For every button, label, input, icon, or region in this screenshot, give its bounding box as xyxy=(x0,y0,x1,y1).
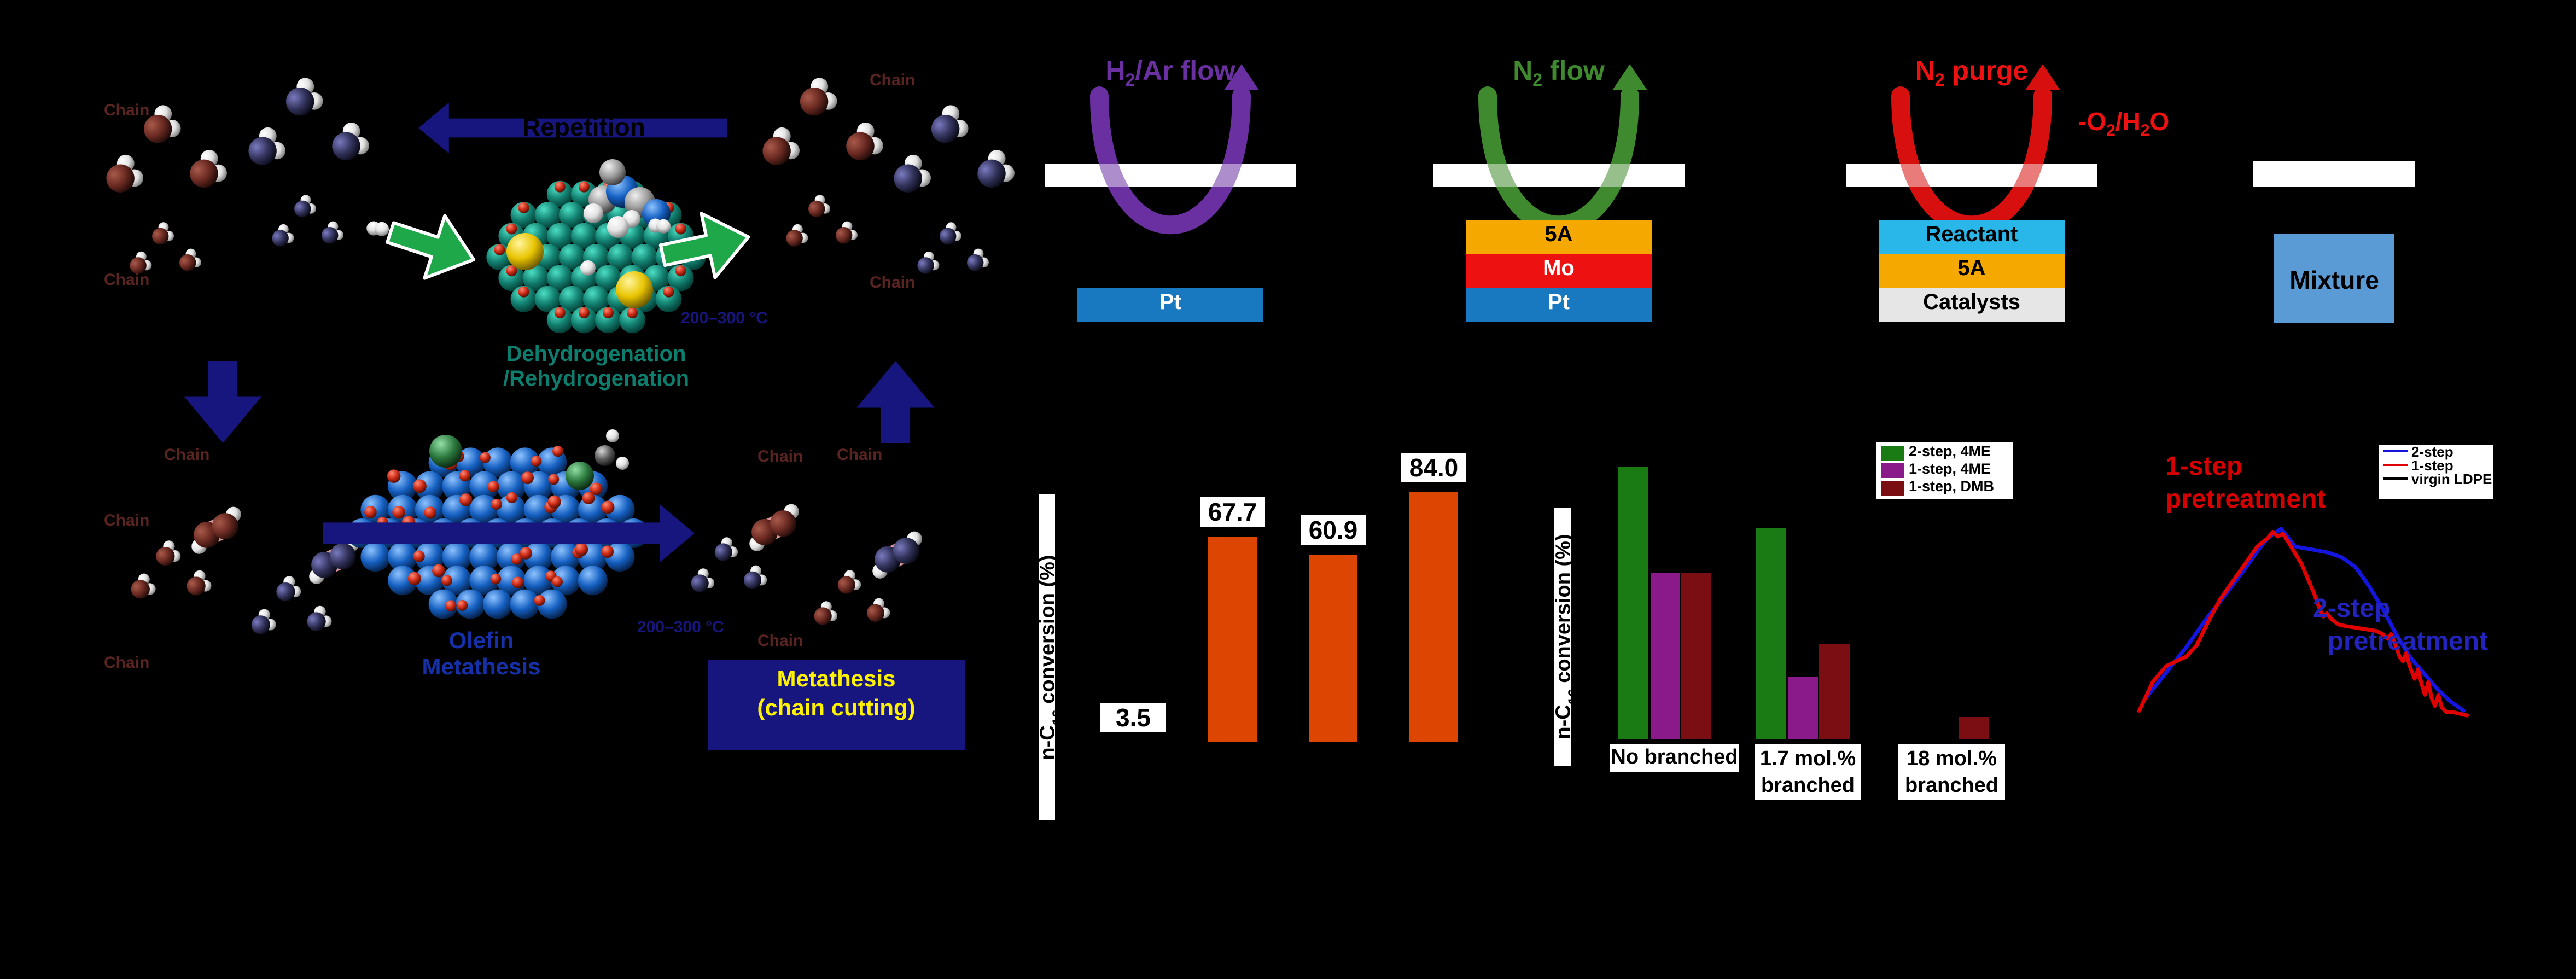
svg-text:n-C16 conversion (%): n-C16 conversion (%) xyxy=(1036,555,1065,760)
svg-text:n-C16 conversion (%): n-C16 conversion (%) xyxy=(1552,534,1581,739)
